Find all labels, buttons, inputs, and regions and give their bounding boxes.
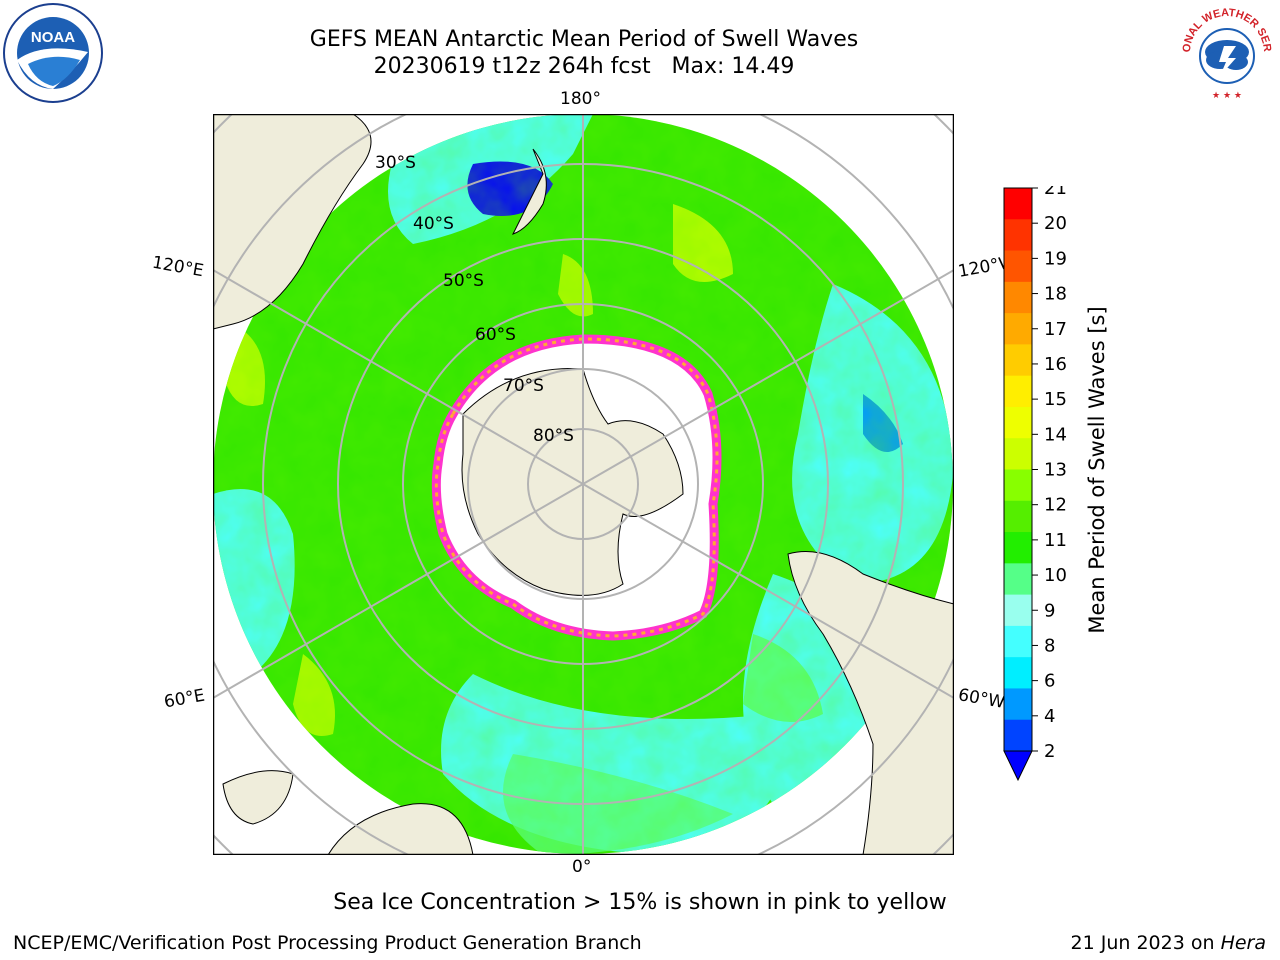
- sea-ice-note: Sea Ice Concentration > 15% is shown in …: [333, 890, 947, 915]
- colorbar: 21 20 19 18 17 16 15 14 13 12 11 10 9 8 6 4 2 Mean Perio…: [1003, 186, 1109, 782]
- colorbar-tick-label: 2: [1044, 741, 1055, 762]
- lat-label-30s: 30°S: [375, 153, 416, 173]
- colorbar-extend-arrow: [1003, 750, 1033, 782]
- lon-label-180: 180°: [560, 89, 601, 109]
- australia-land: [213, 114, 372, 330]
- colorbar-tick-label: 8: [1044, 635, 1055, 656]
- colorbar-swatch: [1004, 688, 1032, 721]
- map-subtitle: 20230619 t12z 264h fcst Max: 14.49: [373, 54, 795, 79]
- footer-host: Hera: [1220, 932, 1266, 954]
- colorbar-tick-label: 9: [1044, 600, 1055, 621]
- colorbar-ticks: 21 20 19 18 17 16 15 14 13 12 11 10 9 8 6 4 2: [1032, 186, 1067, 762]
- colorbar-swatch: [1004, 657, 1032, 689]
- colorbar-tick-label: 18: [1044, 284, 1067, 305]
- colorbar-swatch: [1004, 532, 1032, 564]
- graticule: [213, 114, 954, 855]
- lat-label-80s: 80°S: [533, 426, 574, 446]
- colorbar-tick-label: 20: [1044, 213, 1067, 234]
- lon-label-60w: 60°W: [956, 685, 1007, 713]
- colorbar-tick-label: 21: [1044, 186, 1067, 199]
- map-title: GEFS MEAN Antarctic Mean Period of Swell…: [309, 27, 859, 52]
- lat-label-70s: 70°S: [503, 376, 544, 396]
- colorbar-tick-label: 15: [1044, 389, 1067, 410]
- colorbar-tick-label: 12: [1044, 495, 1067, 516]
- map-border: [213, 114, 954, 855]
- noaa-logo: NOAA: [3, 3, 103, 103]
- new-zealand-land: [512, 148, 547, 235]
- colorbar-swatch: [1004, 625, 1032, 658]
- colorbar-swatch: [1004, 563, 1032, 596]
- madagascar-land: [222, 770, 294, 825]
- svg-text:★ ★ ★: ★ ★ ★: [1212, 91, 1242, 101]
- footer-date: 21 Jun 2023 on Hera: [1071, 932, 1266, 954]
- colorbar-swatch: [1004, 250, 1032, 283]
- lon-label-0: 0°: [572, 857, 592, 877]
- nws-logo: NATIONAL WEATHER SERVICE ★ ★ ★: [1176, 2, 1276, 102]
- noaa-logo-text: NOAA: [31, 29, 75, 46]
- colorbar-tick-label: 17: [1044, 319, 1067, 340]
- colorbar-tick-label: 13: [1044, 460, 1067, 481]
- footer-credit: NCEP/EMC/Verification Post Processing Pr…: [13, 932, 642, 954]
- colorbar-tick-label: 6: [1044, 671, 1055, 692]
- colorbar-tick-label: 11: [1044, 530, 1067, 551]
- colorbar-swatch: [1004, 500, 1032, 533]
- lon-label-60e: 60°E: [162, 685, 207, 713]
- colorbar-tick-label: 4: [1044, 706, 1055, 727]
- colorbar-swatch: [1004, 406, 1032, 439]
- colorbar-swatch: [1004, 438, 1032, 470]
- colorbar-label: Mean Period of Swell Waves [s]: [1085, 306, 1109, 633]
- lat-label-50s: 50°S: [443, 271, 484, 291]
- lat-label-60s: 60°S: [475, 325, 516, 345]
- colorbar-tick-label: 19: [1044, 248, 1067, 269]
- colorbar-swatch: [1004, 344, 1032, 377]
- colorbar-swatch: [1004, 719, 1032, 752]
- colorbar-swatch: [1004, 313, 1032, 345]
- colorbar-tick-label: 10: [1044, 565, 1067, 586]
- lon-label-120e: 120°E: [150, 252, 206, 282]
- colorbar-swatch: [1004, 219, 1032, 252]
- south-america-land: [787, 551, 954, 855]
- colorbar-tick-label: 16: [1044, 354, 1067, 375]
- colorbar-swatch: [1004, 188, 1032, 220]
- colorbar-swatch: [1004, 375, 1032, 408]
- colorbar-swatch: [1004, 594, 1032, 627]
- colorbar-swatches: [1003, 188, 1033, 782]
- colorbar-swatch: [1004, 281, 1032, 314]
- footer-date-text: 21 Jun 2023 on: [1070, 932, 1221, 954]
- africa-land: [327, 803, 474, 855]
- lat-label-40s: 40°S: [413, 214, 454, 234]
- colorbar-swatch: [1004, 469, 1032, 502]
- polar-map: 30°S 40°S 50°S 60°S 70°S 80°S: [213, 114, 954, 855]
- colorbar-tick-label: 14: [1044, 424, 1067, 445]
